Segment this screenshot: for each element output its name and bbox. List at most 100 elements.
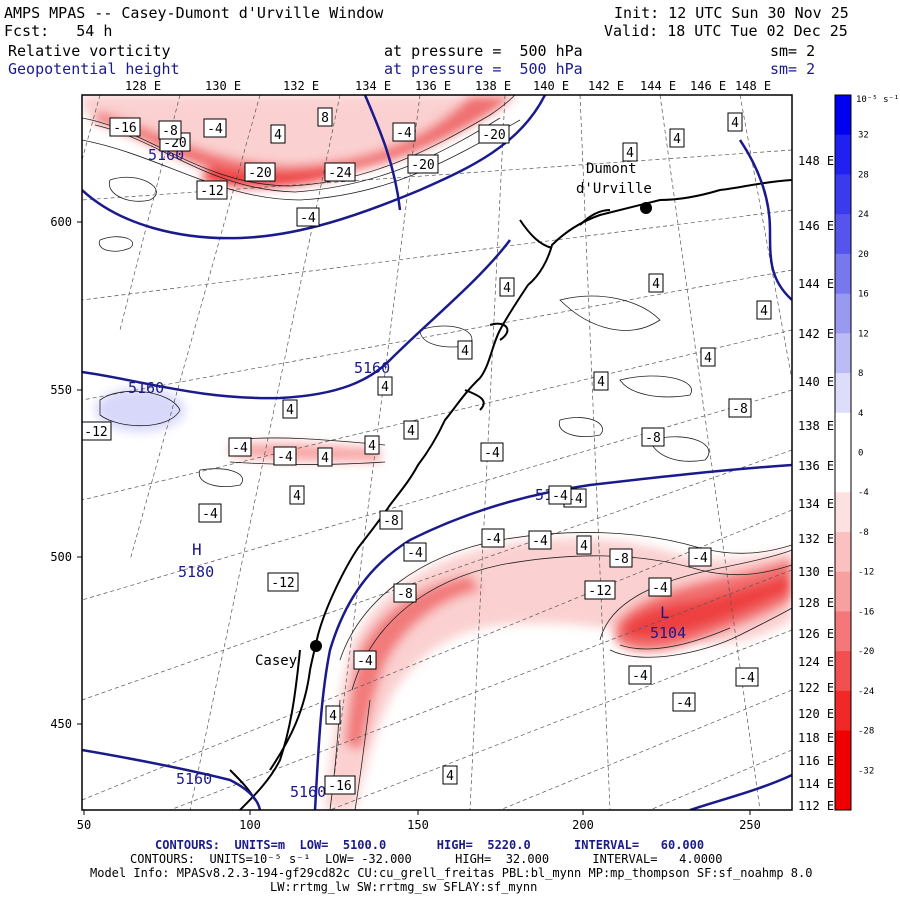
vort-label: -16 xyxy=(324,775,356,795)
colorbar-cell xyxy=(835,452,851,493)
colorbar-cell xyxy=(835,611,851,652)
coastline xyxy=(229,179,792,810)
height-contour-sw xyxy=(82,748,262,810)
height-labels: 5160 5160 5160 5160 5180 5160 5160 H L 5… xyxy=(128,146,686,801)
svg-text:-4: -4 xyxy=(632,669,648,684)
svg-text:-20: -20 xyxy=(411,158,434,173)
height-contour-north xyxy=(82,95,547,240)
svg-text:4: 4 xyxy=(286,403,294,418)
pressure-center-low-value: 5104 xyxy=(650,624,686,642)
svg-text:4: 4 xyxy=(293,489,301,504)
top-lon-label: 140 E xyxy=(533,79,569,93)
forecast-hour: Fcst: 54 h xyxy=(4,22,113,40)
vort-label: -4 xyxy=(672,692,696,712)
station-dumont[interactable]: Dumont d'Urville xyxy=(576,161,652,214)
field1-name: Relative vorticity xyxy=(8,42,171,60)
svg-text:-4: -4 xyxy=(692,551,708,566)
top-lon-label: 134 E xyxy=(355,79,391,93)
svg-text:-20: -20 xyxy=(482,128,505,143)
svg-text:4: 4 xyxy=(321,451,329,466)
svg-text:8: 8 xyxy=(321,111,329,126)
svg-text:-8: -8 xyxy=(162,124,178,139)
svg-text:4: 4 xyxy=(597,375,605,390)
vort-label: -4 xyxy=(688,547,712,567)
vort-label: -20 xyxy=(244,162,276,182)
vort-label: -20 xyxy=(478,124,510,144)
colorbar-cell xyxy=(835,333,851,374)
right-lon-label: 140 E xyxy=(798,375,834,389)
top-lon-label: 130 E xyxy=(205,79,241,93)
vort-label: -4 xyxy=(353,650,377,670)
colorbar-cell xyxy=(835,730,851,771)
init-time: Init: 12 UTC Sun 30 Nov 25 xyxy=(614,4,849,22)
colorbar-label: -24 xyxy=(858,687,874,697)
colorbar-label: 8 xyxy=(858,369,863,379)
svg-text:4: 4 xyxy=(704,351,712,366)
colorbar-unit: 10⁻⁵ s⁻¹ xyxy=(856,95,899,105)
pressure-center-low: L xyxy=(660,603,670,622)
valid-time: Valid: 18 UTC Tue 02 Dec 25 xyxy=(604,22,848,40)
x-tick-label: 200 xyxy=(572,818,594,832)
vort-label: 4 xyxy=(403,420,419,440)
top-lon-label: 142 E xyxy=(588,79,624,93)
height-contour-info: CONTOURS: UNITS=m LOW= 5100.0 HIGH= 5220… xyxy=(155,838,705,852)
top-lon-label: 138 E xyxy=(475,79,511,93)
vort-label: -4 xyxy=(528,530,552,550)
colorbar-cell xyxy=(835,531,851,573)
svg-text:-4: -4 xyxy=(485,532,501,547)
svg-text:4: 4 xyxy=(673,132,681,147)
right-lon-label: 132 E xyxy=(798,532,834,546)
svg-text:-4: -4 xyxy=(484,446,500,461)
svg-text:-8: -8 xyxy=(613,552,629,567)
height-contour-low xyxy=(313,463,792,810)
vort-label: 4 xyxy=(364,435,380,455)
height-label: 5160 xyxy=(354,359,390,377)
top-lon-label: 144 E xyxy=(640,79,676,93)
vorticity-labels: -16 -20 -4 4 8 -4 -20 4 4 -20 -24 -20 -12 -4 4 4 4 4 4 4 4 4 4… xyxy=(82,107,772,795)
colorbar-cell xyxy=(835,690,851,732)
vort-label: 4 xyxy=(289,485,305,505)
top-lon-label: 148 E xyxy=(735,79,771,93)
right-lon-label: 146 E xyxy=(798,219,834,233)
vort-label: -4 xyxy=(480,442,504,462)
svg-text:4: 4 xyxy=(731,116,739,131)
colorbar-cell xyxy=(835,95,851,136)
vort-label: 8 xyxy=(317,107,333,127)
vort-label: 4 xyxy=(270,124,286,144)
colorbar-cell xyxy=(835,293,851,334)
svg-text:-4: -4 xyxy=(300,211,316,226)
top-lon-label: 146 E xyxy=(690,79,726,93)
vort-label: -8 xyxy=(393,583,417,603)
colorbar: 10⁻⁵ s⁻¹ 32 28 24 20 16 12 8 4 0 -4 -8 -12 -16 -20 -24 -… xyxy=(834,94,899,811)
svg-text:-4: -4 xyxy=(739,671,755,686)
colorbar-label: 32 xyxy=(858,131,869,141)
svg-text:-12: -12 xyxy=(200,184,223,199)
right-lon-label: 122 E xyxy=(798,681,834,695)
field2-level: at pressure = 500 hPa xyxy=(384,60,583,78)
svg-text:-12: -12 xyxy=(588,584,611,599)
station-casey[interactable]: Casey xyxy=(255,640,322,669)
x-tick-label: 250 xyxy=(739,818,761,832)
height-label: 5160 xyxy=(290,783,326,801)
svg-text:-4: -4 xyxy=(407,546,423,561)
svg-text:-4: -4 xyxy=(357,654,373,669)
station-dumont-label-2: d'Urville xyxy=(576,181,652,197)
field2-smoothing: sm= 2 xyxy=(770,60,816,78)
right-lon-label: 114 E xyxy=(798,777,834,791)
vort-label: 4 xyxy=(325,705,341,725)
svg-text:-4: -4 xyxy=(207,122,223,137)
vort-label: -12 xyxy=(82,421,112,441)
colorbar-cell xyxy=(835,770,851,811)
y-tick-label: 500 xyxy=(50,550,72,564)
field1-level: at pressure = 500 hPa xyxy=(384,42,583,60)
svg-text:-20: -20 xyxy=(248,166,271,181)
right-lon-label: 136 E xyxy=(798,459,834,473)
right-lon-label: 128 E xyxy=(798,596,834,610)
height-contour-mid xyxy=(82,239,511,400)
colorbar-label: -8 xyxy=(858,528,869,538)
colorbar-label: 28 xyxy=(858,170,869,180)
y-tick-label: 450 xyxy=(50,717,72,731)
svg-text:-8: -8 xyxy=(732,402,748,417)
height-contour-ne xyxy=(738,139,792,301)
svg-text:-4: -4 xyxy=(676,696,692,711)
